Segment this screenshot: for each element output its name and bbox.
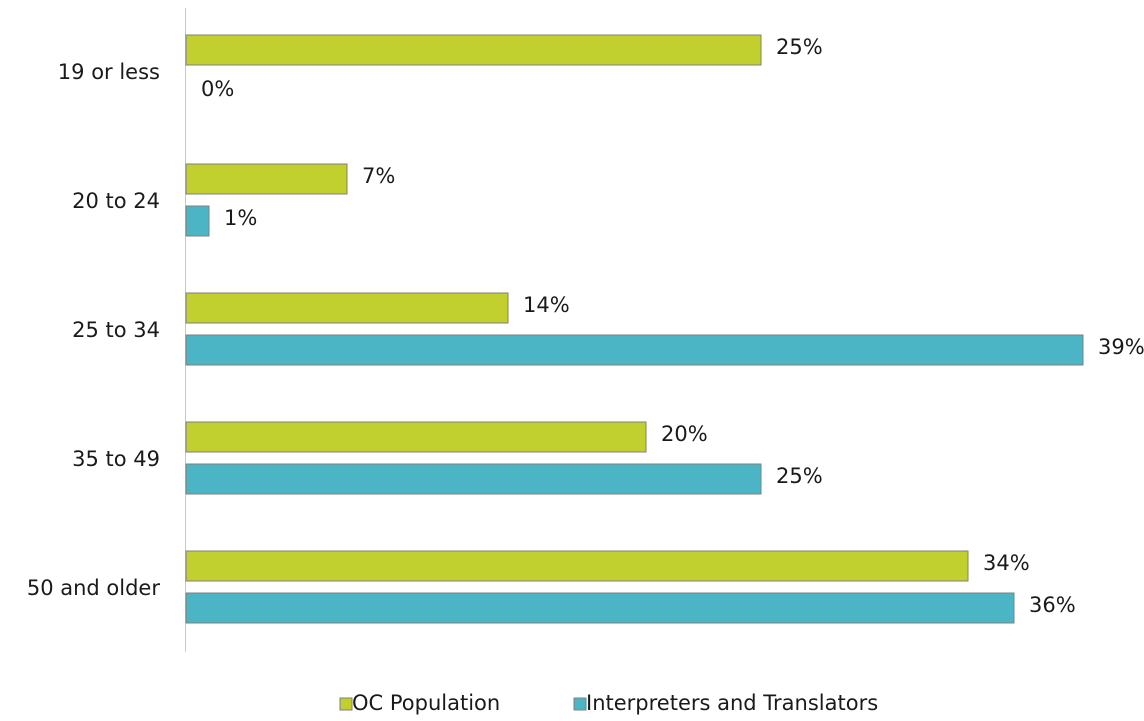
data-label: 20% bbox=[661, 422, 708, 446]
bar bbox=[185, 463, 762, 495]
bar bbox=[185, 550, 969, 582]
bar bbox=[185, 334, 1084, 366]
data-label: 25% bbox=[776, 35, 823, 59]
data-label: 1% bbox=[224, 206, 257, 230]
bar bbox=[185, 592, 1015, 624]
data-label: 0% bbox=[201, 77, 234, 101]
y-tick-label: 50 and older bbox=[27, 576, 161, 600]
data-label: 7% bbox=[362, 164, 395, 188]
data-label: 34% bbox=[983, 551, 1030, 575]
y-tick-label: 35 to 49 bbox=[72, 447, 160, 471]
data-label: 14% bbox=[523, 293, 570, 317]
data-label: 25% bbox=[776, 464, 823, 488]
legend-swatch bbox=[573, 697, 587, 711]
bar bbox=[185, 163, 348, 195]
y-tick-label: 19 or less bbox=[58, 60, 160, 84]
legend-swatch bbox=[339, 697, 353, 711]
bar bbox=[185, 421, 647, 453]
y-tick-label: 20 to 24 bbox=[72, 189, 160, 213]
y-tick-label: 25 to 34 bbox=[72, 318, 160, 342]
data-label: 36% bbox=[1029, 593, 1076, 617]
bar bbox=[185, 34, 762, 66]
bar bbox=[185, 205, 210, 237]
data-label: 39% bbox=[1098, 335, 1144, 359]
bar bbox=[185, 292, 509, 324]
legend-label: Interpreters and Translators bbox=[586, 691, 878, 715]
legend-label: OC Population bbox=[352, 691, 500, 715]
